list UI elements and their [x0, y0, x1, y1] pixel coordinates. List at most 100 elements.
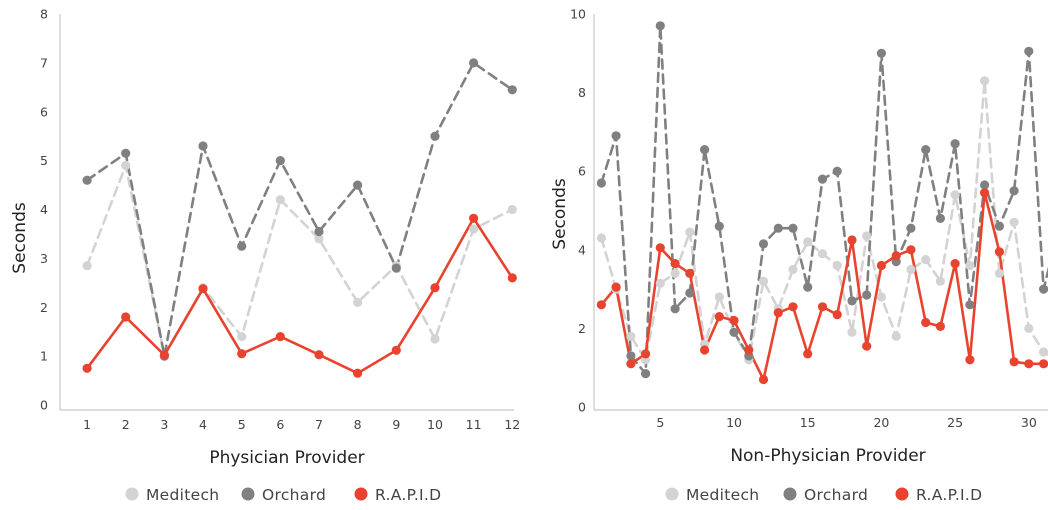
point-meditech-non-physician-29	[1009, 217, 1019, 227]
point-meditech-non-physician-5	[655, 278, 665, 288]
point-rapid-non-physician-24	[935, 321, 946, 331]
point-rapid-non-physician-28	[994, 247, 1005, 257]
point-orchard-non-physician-30	[1024, 46, 1034, 56]
point-orchard-non-physician-7	[685, 288, 695, 298]
point-rapid-non-physician-21	[891, 251, 901, 261]
point-meditech-physician-11	[469, 224, 479, 234]
point-rapid-non-physician-7	[685, 268, 695, 278]
x-tick-label-physician-5: 5	[238, 417, 246, 432]
plot-area-physician	[82, 58, 517, 378]
y-tick-label-physician-1: 1	[40, 349, 48, 364]
point-meditech-non-physician-15	[803, 237, 813, 247]
legend-marker-meditech	[125, 487, 139, 501]
point-orchard-non-physician-16	[817, 174, 828, 184]
point-rapid-non-physician-2	[611, 282, 621, 292]
point-rapid-physician-10	[430, 283, 440, 293]
x-tick-label-physician-6: 6	[276, 417, 284, 432]
point-rapid-non-physician-16	[817, 302, 828, 312]
point-meditech-physician-6	[275, 195, 285, 205]
point-meditech-non-physician-14	[788, 264, 798, 275]
x-tick-label-physician-10: 10	[427, 417, 443, 432]
point-rapid-non-physician-11	[744, 345, 754, 355]
point-rapid-non-physician-15	[803, 349, 813, 359]
point-orchard-non-physician-23	[921, 145, 931, 155]
point-orchard-physician-4	[198, 141, 208, 151]
point-orchard-physician-11	[469, 58, 479, 68]
plot-area-non-physician	[596, 21, 1048, 385]
y-axis-title-non-physician: Seconds	[550, 178, 570, 250]
point-rapid-non-physician-3	[626, 359, 636, 369]
point-rapid-non-physician-19	[862, 341, 872, 351]
point-orchard-non-physician-24	[935, 213, 946, 223]
point-orchard-non-physician-26	[965, 300, 975, 310]
y-tick-label-physician-8: 8	[40, 7, 48, 22]
y-tick-label-physician-2: 2	[40, 300, 48, 315]
series-line-meditech-physician	[85, 164, 514, 358]
point-meditech-non-physician-27	[980, 76, 990, 86]
point-rapid-non-physician-27	[980, 188, 990, 198]
series-line-orchard-physician	[85, 61, 514, 358]
point-meditech-non-physician-7	[685, 227, 695, 237]
point-rapid-non-physician-31	[1039, 359, 1048, 369]
y-tick-label-physician-4: 4	[40, 202, 48, 217]
point-orchard-non-physician-13	[773, 223, 783, 233]
y-tick-label-non-physician-6: 6	[578, 164, 586, 179]
x-tick-label-physician-12: 12	[504, 417, 520, 432]
point-rapid-non-physician-9	[714, 312, 724, 322]
point-meditech-physician-7	[314, 234, 324, 244]
point-orchard-non-physician-1	[596, 178, 607, 188]
point-rapid-physician-2	[121, 312, 131, 322]
point-orchard-non-physician-9	[714, 221, 724, 231]
point-meditech-non-physician-9	[714, 292, 724, 302]
x-tick-label-physician-4: 4	[199, 417, 207, 432]
x-axis-title-physician: Physician Provider	[209, 448, 364, 468]
point-orchard-non-physician-22	[906, 223, 916, 233]
x-tick-label-non-physician-15: 15	[800, 415, 816, 430]
legend-marker-meditech	[665, 487, 679, 501]
point-orchard-non-physician-17	[832, 166, 842, 176]
x-tick-label-non-physician-20: 20	[873, 415, 889, 430]
y-tick-label-physician-7: 7	[40, 55, 48, 70]
point-meditech-non-physician-19	[862, 231, 872, 241]
x-tick-label-physician-11: 11	[466, 417, 482, 432]
point-meditech-non-physician-24	[935, 276, 946, 286]
point-rapid-non-physician-17	[832, 310, 842, 320]
point-rapid-physician-7	[314, 350, 324, 360]
point-rapid-non-physician-6	[670, 259, 680, 269]
point-orchard-non-physician-10	[729, 327, 739, 337]
point-orchard-non-physician-6	[670, 304, 680, 314]
point-meditech-physician-1	[82, 261, 92, 271]
point-rapid-non-physician-8	[700, 345, 710, 355]
y-axis-title-physician: Seconds	[10, 202, 30, 274]
point-rapid-non-physician-12	[758, 374, 769, 385]
point-meditech-non-physician-28	[994, 268, 1005, 278]
point-orchard-physician-9	[391, 263, 401, 273]
y-tick-label-non-physician-10: 10	[570, 7, 586, 22]
point-orchard-non-physician-19	[862, 290, 872, 300]
point-meditech-non-physician-30	[1024, 323, 1034, 333]
point-orchard-non-physician-2	[611, 131, 621, 141]
point-rapid-non-physician-22	[906, 245, 916, 255]
point-rapid-non-physician-23	[921, 317, 931, 328]
point-orchard-physician-2	[121, 148, 131, 158]
point-orchard-physician-5	[237, 241, 247, 251]
series-line-orchard-non-physician	[600, 24, 1048, 375]
point-orchard-non-physician-25	[950, 139, 960, 149]
point-meditech-physician-10	[430, 334, 440, 344]
y-tick-label-physician-3: 3	[40, 251, 48, 266]
legend-label-orchard: Orchard	[804, 486, 868, 504]
point-orchard-physician-8	[353, 180, 363, 190]
point-rapid-physician-11	[469, 213, 479, 223]
point-orchard-non-physician-20	[876, 48, 887, 58]
point-rapid-physician-5	[237, 349, 247, 359]
point-rapid-physician-1	[82, 363, 92, 373]
x-tick-label-physician-3: 3	[160, 417, 168, 432]
point-orchard-non-physician-31	[1039, 284, 1048, 294]
legend-label-meditech: Meditech	[686, 486, 759, 504]
legend-marker-orchard	[241, 487, 255, 501]
point-rapid-non-physician-30	[1024, 359, 1034, 369]
legend-marker-orchard	[783, 487, 797, 501]
point-meditech-non-physician-6	[670, 268, 680, 278]
